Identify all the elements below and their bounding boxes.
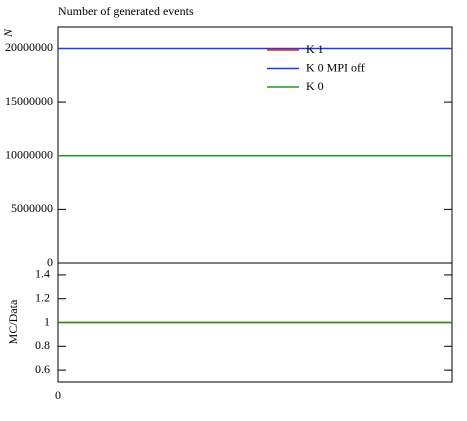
ratio-y-tick-label: 0.6 (35, 362, 50, 376)
ratio-y-tick-label: 1 (44, 314, 50, 328)
y-tick-label: 15000000 (5, 94, 53, 108)
y-tick-label: 5000000 (11, 201, 53, 215)
legend-label: K 0 (306, 79, 324, 93)
legend-label: K 1 (306, 42, 324, 56)
ratio-y-tick-label: 1.4 (35, 267, 50, 281)
x-tick-label: 0 (55, 388, 61, 402)
ratio-y-axis-label: MC/Data (6, 299, 20, 344)
legend-label: K 0 MPI off (306, 60, 365, 74)
y-axis-label: N (1, 28, 15, 38)
ratio-y-tick-label: 1.2 (35, 290, 50, 304)
chart-title: Number of generated events (58, 4, 194, 18)
ratio-y-tick-label: 0.8 (35, 338, 50, 352)
y-tick-label: 0 (47, 255, 53, 269)
y-tick-label: 10000000 (5, 147, 53, 161)
y-tick-label: 20000000 (5, 40, 53, 54)
main-frame (57, 26, 453, 264)
